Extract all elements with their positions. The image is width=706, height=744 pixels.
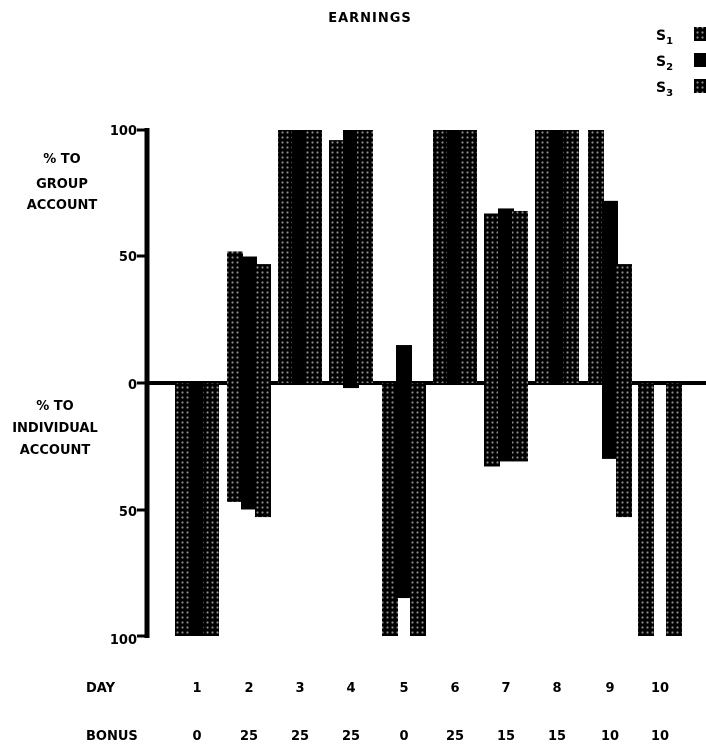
bonus-label-day-3: 25	[291, 729, 309, 744]
individual-axis-label-line-3: ACCOUNT	[20, 443, 91, 458]
bonus-label-day-10: 10	[651, 729, 669, 744]
y-tick-label-individual-50: 50	[119, 505, 137, 520]
bonus-label-day-8: 15	[548, 729, 566, 744]
bar-group-s2-day-8	[549, 130, 565, 383]
bar-group-s1-day-6	[433, 130, 449, 383]
legend-swatch-s2	[694, 53, 706, 67]
bar-group-s3-day-2	[255, 264, 271, 383]
bonus-label-day-1: 0	[192, 729, 201, 744]
bar-individual-s2-day-5	[396, 383, 412, 599]
day-label-9: 9	[605, 681, 614, 696]
y-tick-label-zero: 0	[128, 378, 137, 393]
day-label-1: 1	[192, 681, 201, 696]
bar-group-s3-day-8	[563, 130, 579, 383]
bar-individual-s3-day-5	[410, 383, 426, 636]
bar-group-s3-day-7	[512, 210, 528, 383]
y-tick-label-individual-100: 100	[110, 633, 137, 648]
bar-individual-s3-day-1	[203, 383, 219, 636]
day-label-5: 5	[399, 681, 408, 696]
bar-individual-s2-day-9	[602, 383, 618, 459]
bar-group-s2-day-9	[602, 200, 618, 383]
bonus-label-day-7: 15	[497, 729, 515, 744]
day-label-3: 3	[295, 681, 304, 696]
day-labels: 1 2 3 4 5 6 7 8 9 10	[192, 681, 669, 696]
group-axis-label-line-2: GROUP	[36, 177, 88, 192]
bar-group-s1-day-9	[588, 130, 604, 383]
legend-swatch-s3	[694, 79, 706, 93]
bonus-row-label: BONUS	[86, 729, 138, 744]
y-tick-label-group-100: 100	[110, 124, 137, 139]
bar-individual-s1-day-2	[227, 383, 243, 502]
y-tick-label-group-50: 50	[119, 250, 137, 265]
bar-group-s2-day-4	[343, 130, 359, 383]
bonus-labels: 0 25 25 25 0 25 15 15 10 10	[192, 729, 669, 744]
bar-group-s2-day-7	[498, 208, 514, 383]
legend-label-s2: S2	[656, 54, 673, 73]
individual-axis-label-line-1: % TO	[36, 399, 73, 414]
bar-individual-s1-day-10	[638, 383, 654, 636]
bar-group-s1-day-4	[329, 140, 345, 383]
legend-label-s3: S3	[656, 80, 673, 99]
day-label-7: 7	[501, 681, 510, 696]
bar-group-s2-day-2	[241, 256, 257, 383]
bar-group-s1-day-2	[227, 251, 243, 383]
bar-individual-s1-day-1	[175, 383, 191, 636]
group-axis-label-line-3: ACCOUNT	[27, 198, 98, 213]
bar-individual-s3-day-9	[616, 383, 632, 518]
individual-axis-label-line-2: INDIVIDUAL	[12, 421, 98, 436]
day-label-8: 8	[552, 681, 561, 696]
bonus-label-day-9: 10	[601, 729, 619, 744]
bar-group-s3-day-9	[616, 264, 632, 383]
bar-group-s1-day-8	[535, 130, 551, 383]
bar-group-s3-day-3	[306, 130, 322, 383]
bar-group-s2-day-6	[447, 130, 463, 383]
bar-individual-s3-day-7	[512, 383, 528, 462]
day-label-10: 10	[651, 681, 669, 696]
day-label-4: 4	[346, 681, 355, 696]
group-axis-label-line-1: % TO	[43, 152, 80, 167]
bonus-label-day-6: 25	[446, 729, 464, 744]
bar-individual-s1-day-5	[382, 383, 398, 636]
bars-group	[175, 130, 682, 636]
day-label-2: 2	[244, 681, 253, 696]
day-row-label: DAY	[86, 681, 116, 696]
bonus-label-day-2: 25	[240, 729, 258, 744]
bar-individual-s3-day-10	[666, 383, 682, 636]
bar-group-s2-day-3	[292, 130, 308, 383]
bar-individual-s2-day-7	[498, 383, 514, 462]
legend-swatch-s1	[694, 27, 706, 41]
chart-title: EARNINGS	[328, 11, 412, 26]
legend-label-s1: S1	[656, 28, 673, 47]
bar-individual-s2-day-1	[189, 383, 205, 636]
bar-group-s1-day-3	[278, 130, 294, 383]
bar-individual-s2-day-4	[343, 383, 359, 389]
day-label-6: 6	[450, 681, 459, 696]
bonus-label-day-5: 0	[399, 729, 408, 744]
bar-group-s1-day-7	[484, 213, 500, 383]
bonus-label-day-4: 25	[342, 729, 360, 744]
bar-group-s3-day-4	[357, 130, 373, 383]
bar-individual-s3-day-2	[255, 383, 271, 518]
legend: S1 S2 S3	[656, 27, 706, 99]
bar-group-s3-day-6	[461, 130, 477, 383]
bar-individual-s1-day-7	[484, 383, 500, 467]
bar-individual-s2-day-2	[241, 383, 257, 510]
bar-group-s2-day-5	[396, 345, 412, 383]
